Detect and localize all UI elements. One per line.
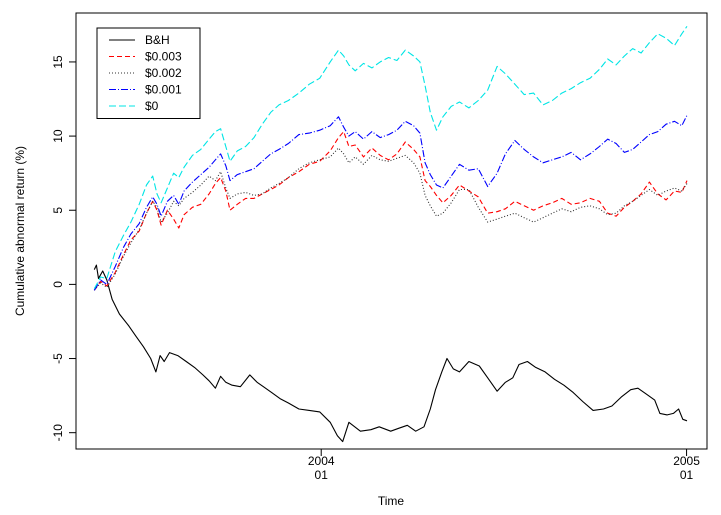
y-tick-label: 5 xyxy=(51,207,65,214)
legend-label: $0.001 xyxy=(145,83,182,97)
series-line-1 xyxy=(93,131,688,291)
x-axis-label: Time xyxy=(378,494,405,508)
x-tick-label-year: 2005 xyxy=(673,454,700,468)
series-line-0 xyxy=(93,264,688,443)
x-tick-label-month: 01 xyxy=(680,468,694,482)
y-tick-label: 10 xyxy=(51,129,65,143)
legend: B&H $0.003 $0.002 $0.001 $0 xyxy=(96,27,201,119)
y-tick-label: -5 xyxy=(51,353,65,364)
series-layer xyxy=(93,25,688,443)
y-tick-label: 0 xyxy=(51,281,65,288)
series-line-3 xyxy=(93,115,688,291)
series-line-4 xyxy=(93,25,688,290)
y-axis-label: Cumulative abnormal return (%) xyxy=(13,146,27,316)
x-tick-label-year: 2004 xyxy=(308,454,335,468)
legend-label: B&H xyxy=(145,33,170,47)
series-line-2 xyxy=(93,147,688,291)
y-axis: -10 -5 0 5 10 15 xyxy=(51,55,76,441)
legend-label: $0.002 xyxy=(145,66,182,80)
x-tick-label-month: 01 xyxy=(315,468,329,482)
legend-label: $0.003 xyxy=(145,50,182,64)
legend-label: $0 xyxy=(145,99,159,113)
plot-frame xyxy=(75,12,708,450)
y-tick-label: 15 xyxy=(51,55,65,69)
y-tick-label: -10 xyxy=(51,424,65,442)
legend-box xyxy=(96,27,201,119)
